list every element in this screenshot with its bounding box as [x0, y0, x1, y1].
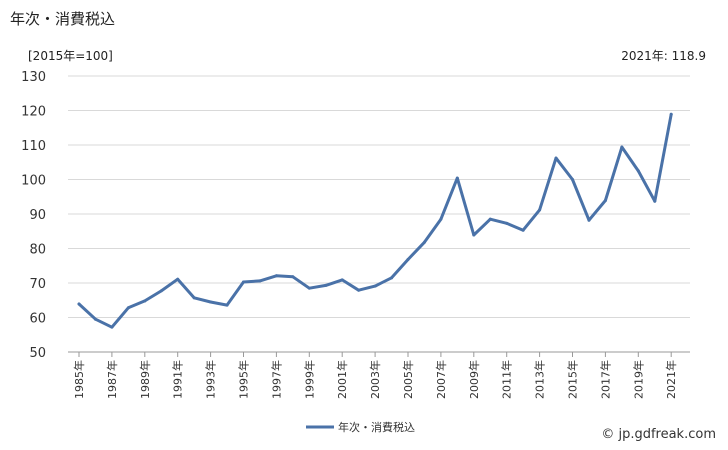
- data-point: [406, 258, 410, 262]
- data-point: [209, 300, 213, 304]
- data-point: [439, 217, 443, 221]
- data-point: [554, 156, 558, 160]
- y-tick-label: 130: [21, 70, 46, 85]
- data-point: [422, 240, 426, 244]
- x-tick-label: 2001年: [335, 360, 349, 399]
- x-tick-label: 1995年: [237, 360, 251, 399]
- x-tick-label: 1993年: [204, 360, 218, 399]
- y-tick-label: 110: [21, 139, 46, 154]
- y-tick-label: 90: [29, 208, 46, 223]
- latest-value-label: 2021年: 118.9: [621, 49, 706, 63]
- data-point: [636, 169, 640, 173]
- y-tick-label: 100: [21, 174, 46, 189]
- y-tick-label: 80: [29, 243, 46, 258]
- x-tick-label: 2009年: [467, 360, 481, 399]
- data-point: [143, 299, 147, 303]
- data-point: [603, 199, 607, 203]
- chart-title: 年次・消費税込: [10, 10, 116, 28]
- y-tick-label: 60: [29, 312, 46, 327]
- x-tick-label: 2017年: [598, 360, 612, 399]
- x-axis: 1985年 1987年 1989年 1991年 1993年 1995年 1997年 1999年…: [68, 351, 690, 399]
- data-point: [587, 218, 591, 222]
- data-point: [225, 303, 229, 307]
- data-point: [373, 284, 377, 288]
- x-tick-label: 1989年: [138, 360, 152, 399]
- y-axis-unit-label: [2015年=100]: [28, 49, 113, 63]
- data-point: [472, 233, 476, 237]
- data-point: [291, 275, 295, 279]
- grid-lines: [68, 75, 690, 353]
- data-point: [340, 278, 344, 282]
- data-point: [274, 274, 278, 278]
- x-tick-label: 1987年: [105, 360, 119, 399]
- data-point: [390, 276, 394, 280]
- data-point: [521, 228, 525, 232]
- data-point: [242, 280, 245, 284]
- data-point: [357, 288, 361, 292]
- data-point: [538, 208, 542, 212]
- x-tick-label: 2019年: [631, 360, 645, 399]
- x-tick-label: 2003年: [368, 360, 382, 399]
- data-point: [455, 176, 459, 180]
- data-point: [77, 302, 81, 306]
- y-axis-ticks: 50 60 70 80 90 100 110 120 130: [21, 70, 46, 361]
- x-tick-label: 2007年: [434, 360, 448, 399]
- data-point: [258, 279, 262, 283]
- x-tick-label: 2013年: [533, 360, 547, 399]
- x-tick-label: 1997年: [269, 360, 283, 399]
- x-tick-label: 2015年: [566, 360, 580, 399]
- data-point: [159, 289, 163, 293]
- data-point: [571, 178, 574, 181]
- x-tick-label: 1999年: [302, 360, 316, 399]
- data-point: [93, 317, 97, 321]
- series-layer: [77, 112, 673, 329]
- data-point: [669, 112, 673, 116]
- data-point: [488, 217, 492, 221]
- data-point: [653, 199, 657, 203]
- y-tick-label: 50: [29, 346, 46, 361]
- series-line: [77, 112, 673, 329]
- legend-label: 年次・消費税込: [338, 420, 415, 434]
- y-tick-label: 70: [29, 277, 46, 292]
- data-point: [307, 286, 311, 290]
- x-tick-label: 2021年: [664, 360, 678, 399]
- x-tick-label: 2011年: [500, 360, 514, 399]
- x-tick-label: 1991年: [171, 360, 185, 399]
- data-point: [110, 325, 114, 329]
- data-point: [126, 306, 130, 310]
- data-point: [620, 145, 624, 149]
- data-point: [505, 221, 509, 225]
- y-tick-label: 120: [21, 105, 46, 120]
- data-point: [176, 277, 180, 281]
- data-point: [324, 283, 328, 287]
- x-tick-label: 1985年: [72, 360, 86, 399]
- watermark: © jp.gdfreak.com: [601, 427, 716, 442]
- x-tick-label: 2005年: [401, 360, 415, 399]
- legend: 年次・消費税込: [306, 420, 415, 434]
- data-point: [192, 296, 196, 300]
